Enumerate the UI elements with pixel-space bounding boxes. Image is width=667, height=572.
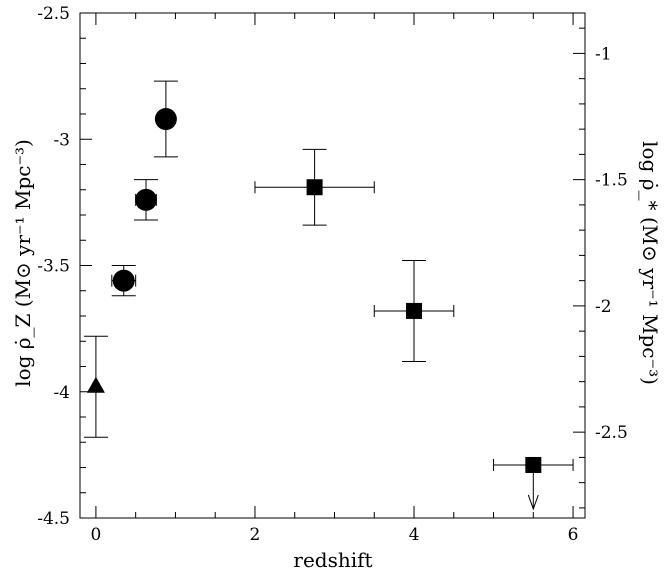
x-tick-label: 2: [250, 525, 261, 545]
square-marker: [306, 179, 323, 196]
data-point-square: [254, 148, 375, 226]
y-left-tick-label: -3.5: [37, 257, 70, 277]
y-left-tick-label: -2.5: [37, 4, 70, 24]
data-point-circle: [153, 80, 178, 158]
square-marker: [406, 302, 423, 319]
data-point-square: [493, 456, 574, 511]
y-left-tick-label: -4.5: [37, 509, 70, 529]
y-right-tick-label: -1.5: [595, 171, 628, 191]
upper-limit-arrowhead: [527, 494, 539, 511]
data-marks: [83, 80, 574, 511]
triangle-marker: [86, 376, 105, 393]
square-marker: [525, 456, 542, 473]
x-tick-label: 6: [568, 525, 579, 545]
circle-marker: [135, 188, 158, 211]
y-left-tick-label: -4: [53, 383, 70, 403]
y-right-tick-label: -2.5: [595, 423, 628, 443]
y-axis-left-title: log ρ̇_Z (M⊙ yr⁻¹ Mpc⁻³): [11, 139, 35, 387]
y-right-tick-label: -2: [595, 297, 612, 317]
tick-labels: 0 2 4 6 -2.5 -3 -3.5 -4 -4.5 -1 -1.5 -2 -2.5: [37, 4, 628, 545]
y-right-tick-label: -1: [595, 44, 612, 64]
data-point-triangle: [83, 335, 108, 438]
axis-ticks: [80, 12, 585, 519]
circle-marker: [154, 108, 177, 131]
x-tick-label: 4: [409, 525, 420, 545]
data-point-square: [373, 259, 455, 362]
plot-frame: [79, 12, 586, 519]
plot-border: [79, 12, 586, 519]
data-point-circle: [111, 265, 137, 297]
circle-marker: [112, 269, 135, 292]
y-axis-right-title: log ρ̇_* (M⊙ yr⁻¹ Mpc⁻³): [638, 141, 662, 385]
y-left-tick-label: -3: [53, 130, 70, 150]
x-tick-label: 0: [90, 525, 101, 545]
x-axis-title: redshift: [293, 548, 372, 572]
data-point-circle: [134, 179, 159, 221]
